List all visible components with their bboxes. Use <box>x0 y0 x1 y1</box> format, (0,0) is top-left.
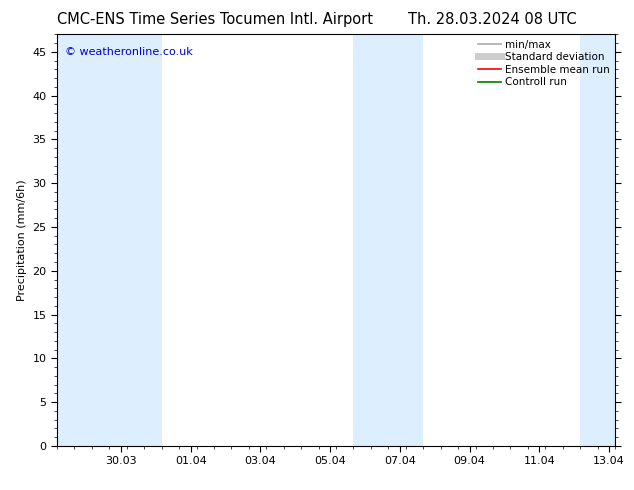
Text: CMC-ENS Time Series Tocumen Intl. Airport: CMC-ENS Time Series Tocumen Intl. Airpor… <box>57 12 373 27</box>
Text: © weatheronline.co.uk: © weatheronline.co.uk <box>65 47 193 57</box>
Text: Th. 28.03.2024 08 UTC: Th. 28.03.2024 08 UTC <box>408 12 577 27</box>
Bar <box>580 34 615 446</box>
Bar <box>57 34 162 446</box>
Legend: min/max, Standard deviation, Ensemble mean run, Controll run: min/max, Standard deviation, Ensemble me… <box>476 37 612 89</box>
Y-axis label: Precipitation (mm/6h): Precipitation (mm/6h) <box>17 179 27 301</box>
Bar <box>354 34 424 446</box>
